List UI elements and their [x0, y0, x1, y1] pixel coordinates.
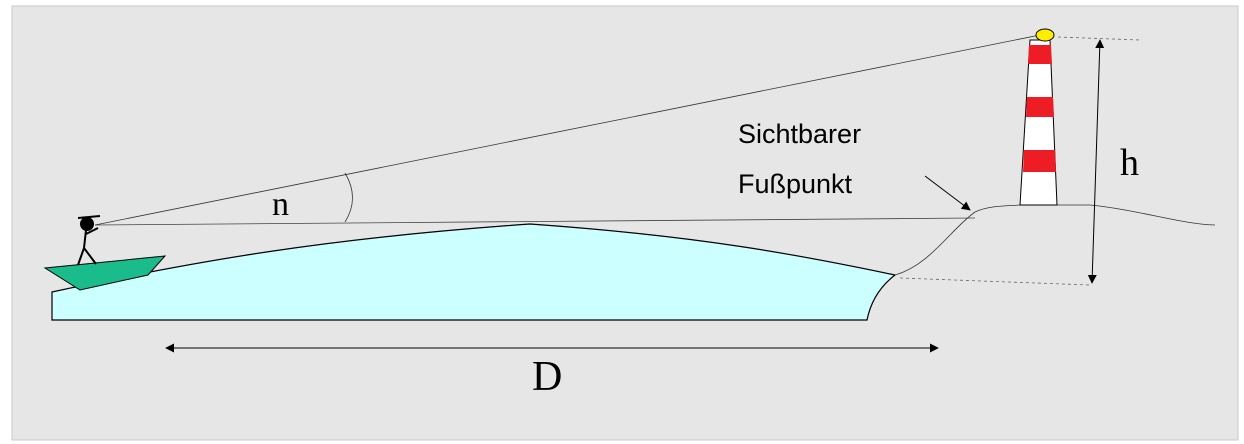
foot-label: Fußpunkt — [738, 169, 853, 199]
light — [1035, 28, 1055, 42]
angle-arc — [344, 172, 353, 223]
dotted-top — [1057, 36, 1141, 41]
sight-line — [94, 34, 1041, 226]
panel — [11, 5, 1239, 441]
lighthouse-band — [1028, 45, 1052, 64]
height-arrow — [1087, 39, 1105, 284]
foot-label: Sichtbarer — [738, 119, 861, 149]
height-label: h — [1120, 142, 1139, 184]
horizontal-line — [94, 217, 976, 226]
lighthouse-band — [1023, 150, 1056, 172]
lighthouse-band — [1026, 97, 1054, 117]
water — [51, 223, 897, 321]
person — [77, 215, 101, 266]
land — [894, 204, 1216, 276]
dotted-bottom — [899, 277, 1091, 286]
pointer-arrow — [924, 175, 971, 211]
boat — [43, 255, 167, 291]
distance-label: D — [532, 354, 562, 400]
angle-label: n — [272, 186, 289, 223]
